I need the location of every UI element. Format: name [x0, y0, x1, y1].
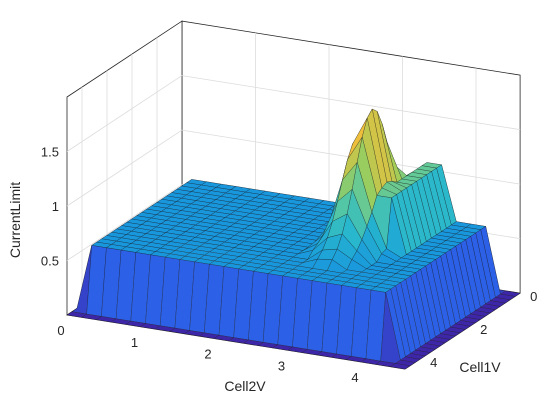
tick-labels: 0 1 2 3 4 0 2 4 0.5 1 1.5 — [41, 145, 537, 386]
x-tick-label: 0 — [57, 323, 64, 338]
x-tick-label: 3 — [278, 358, 285, 373]
y-axis-label: Cell1V — [459, 359, 501, 375]
z-axis-label: CurrentLimit — [7, 182, 23, 258]
y-tick-label: 2 — [480, 322, 487, 337]
z-tick-label: 1.5 — [41, 145, 59, 160]
surface-patch — [389, 363, 411, 370]
grid-line — [66, 129, 183, 207]
x-tick-label: 1 — [131, 335, 138, 350]
z-tick-label: 1 — [52, 199, 59, 214]
grid-line — [66, 75, 183, 152]
x-axis-label: Cell2V — [224, 378, 266, 394]
surface-mesh — [66, 108, 521, 370]
grid-line — [66, 184, 183, 261]
x-tick-label: 4 — [351, 370, 358, 385]
grid-line — [181, 75, 521, 131]
x-tick-label: 2 — [204, 347, 211, 362]
y-tick-label: 4 — [430, 355, 437, 370]
z-tick-label: 0.5 — [41, 254, 59, 269]
y-tick-label: 0 — [530, 289, 537, 304]
